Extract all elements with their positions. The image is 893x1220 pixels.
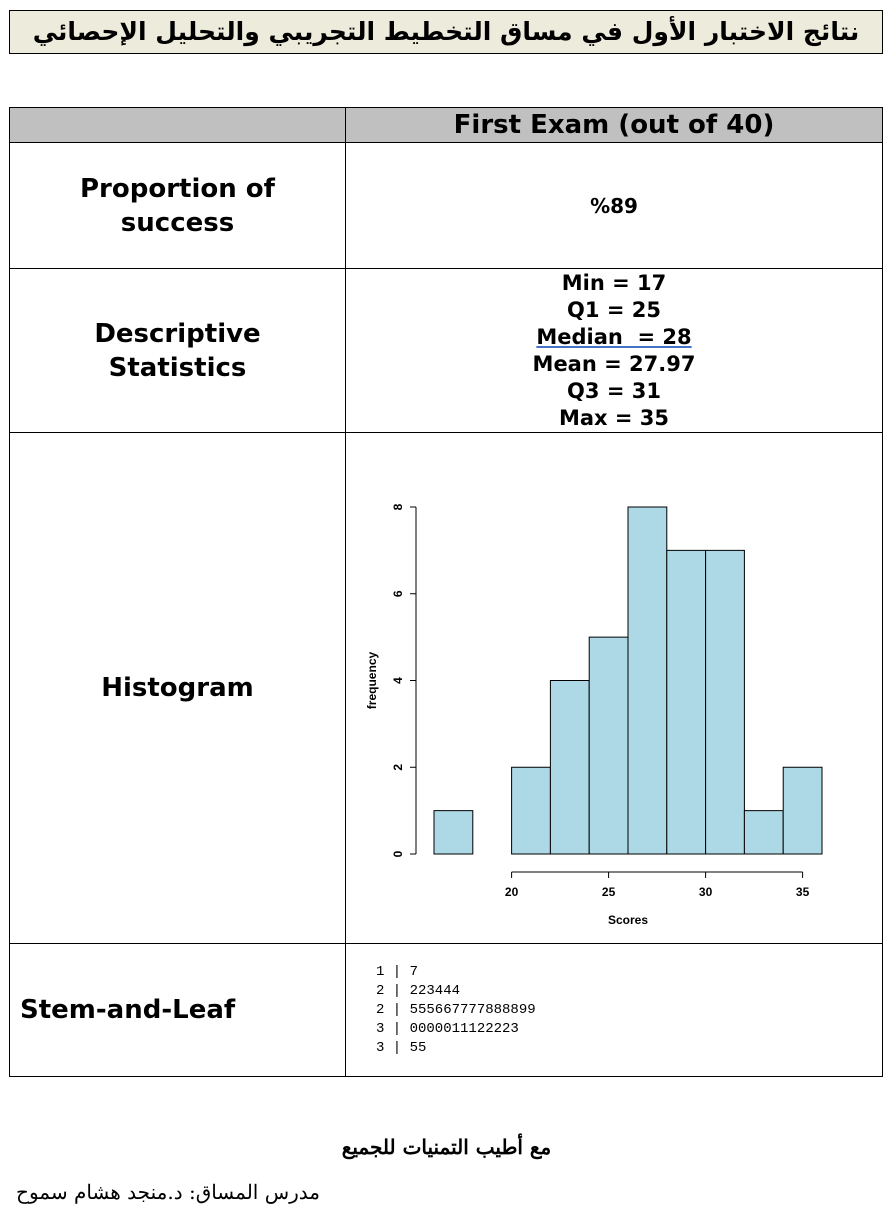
- stem-line: 3 | 55: [376, 1039, 427, 1056]
- row-label: Histogram: [9, 432, 346, 944]
- stat: Mean = 27.97: [532, 351, 696, 376]
- x-tick-label: 25: [602, 885, 616, 899]
- stat: Min = 17: [561, 270, 667, 295]
- x-axis-label: Scores: [608, 913, 648, 927]
- y-tick-label: 0: [391, 850, 405, 857]
- bar: [511, 766, 551, 855]
- x-tick-label: 35: [796, 885, 810, 899]
- x-tick-label: 20: [505, 885, 519, 899]
- bar: [705, 549, 745, 855]
- bar: [627, 506, 668, 855]
- histogram-cell: 20 25 30 35 0 2 4 6 8 Scores frequency: [345, 432, 883, 944]
- stem-line: 1 | 7: [376, 963, 419, 980]
- y-axis-label: frequency: [365, 652, 379, 710]
- bar: [782, 766, 823, 855]
- row-label: Stem-and-Leaf: [9, 943, 346, 1077]
- stat: Median = 28: [536, 324, 692, 349]
- stat: Max = 35: [558, 405, 670, 430]
- footer-wish: مع أطيب التمنيات للجميع: [341, 1135, 552, 1159]
- stats-list: Min = 17 Q1 = 25 Median = 28 Mean = 27.9…: [345, 268, 883, 433]
- row-label: Descriptive Statistics: [9, 268, 346, 433]
- y-tick-label: 6: [391, 590, 405, 597]
- column-header: First Exam (out of 40): [345, 107, 883, 143]
- page-title: نتائج الاختبار الأول في مساق التخطيط الت…: [9, 10, 883, 54]
- y-tick-label: 8: [391, 503, 405, 510]
- bar: [549, 680, 590, 855]
- x-tick-label: 30: [699, 885, 713, 899]
- stat: Q3 = 31: [567, 378, 661, 403]
- stem-cell: 1 | 7 2 | 223444 2 | 555667777888899 3 | 00…: [345, 943, 883, 1077]
- y-tick-label: 2: [391, 764, 405, 771]
- bar: [743, 810, 784, 855]
- row-value: %89: [345, 142, 883, 269]
- stem-line: 2 | 223444: [376, 982, 461, 999]
- y-tick-label: 4: [391, 677, 405, 684]
- stem-leaf: 1 | 7 2 | 223444 2 | 555667777888899 3 | 00…: [376, 963, 536, 1058]
- row-label: Proportion of success: [9, 142, 346, 269]
- footer-instructor: مدرس المساق: د.منجد هشام سموح: [16, 1180, 320, 1204]
- stem-line: 3 | 0000011122223: [376, 1020, 519, 1037]
- stem-line: 2 | 555667777888899: [376, 1001, 536, 1018]
- histogram: 20 25 30 35 0 2 4 6 8 Scores frequency: [365, 503, 823, 927]
- bar: [666, 549, 707, 855]
- bar: [588, 636, 629, 855]
- header-empty: [9, 107, 346, 143]
- bar: [433, 810, 474, 855]
- stat: Q1 = 25: [567, 297, 661, 322]
